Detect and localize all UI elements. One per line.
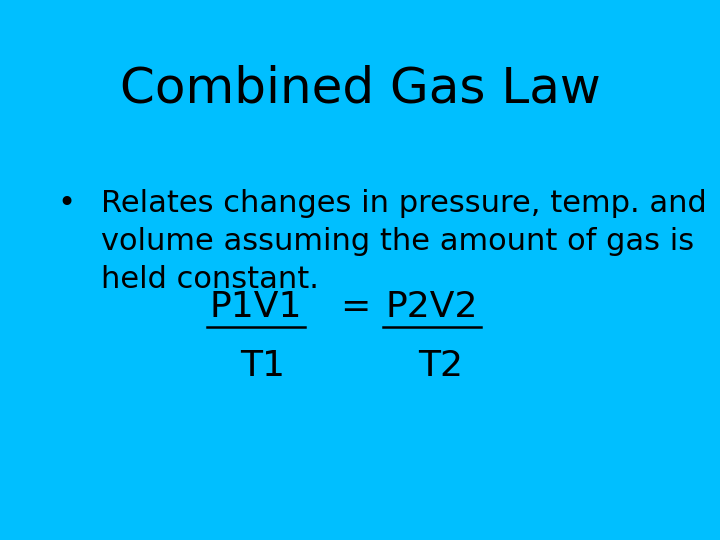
Text: P1V1: P1V1 [210,290,302,324]
Text: P2V2: P2V2 [386,290,478,324]
Text: Relates changes in pressure, temp. and
volume assuming the amount of gas is
held: Relates changes in pressure, temp. and v… [101,189,706,294]
Text: =: = [340,290,370,324]
Text: •: • [58,189,76,218]
Text: Combined Gas Law: Combined Gas Law [120,65,600,113]
Text: T1: T1 [240,349,285,383]
Text: T2: T2 [418,349,463,383]
